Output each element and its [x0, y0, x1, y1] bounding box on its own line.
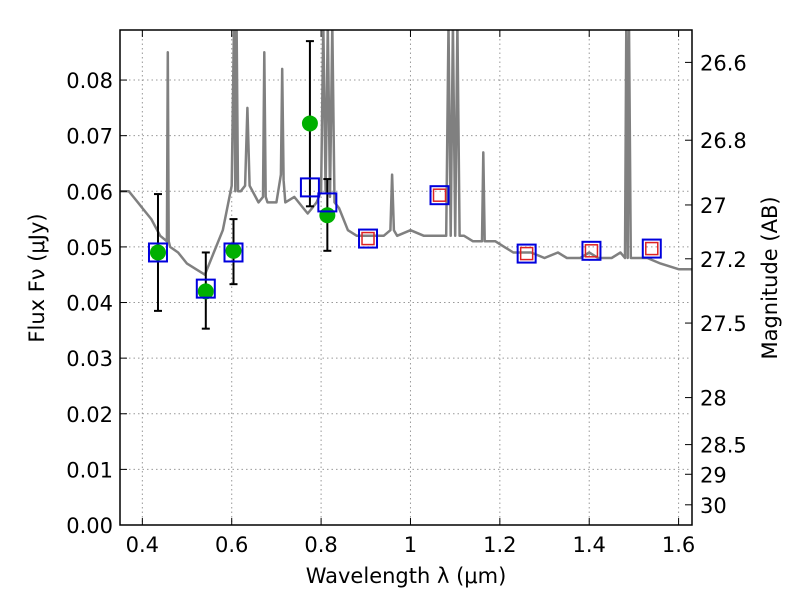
observed-point — [301, 115, 318, 132]
synthetic-point — [584, 244, 599, 258]
model-photometry-point — [195, 278, 216, 299]
x-tick-label: 1 — [404, 533, 417, 557]
observed-point — [225, 242, 242, 259]
model-photometry-point — [641, 238, 662, 259]
y-tick-label: 0.00 — [66, 514, 113, 538]
x-tick-label: 0.8 — [304, 533, 337, 557]
y-tick-label: 0.02 — [66, 403, 113, 427]
x-tick-label: 0.4 — [126, 533, 159, 557]
observed-point — [149, 244, 166, 261]
model-photometry-point — [429, 185, 450, 206]
right-axis-tick-label: 28 — [700, 387, 727, 411]
model-photometry-point — [358, 228, 379, 249]
axis-ticks: 0.4 0.6 0.8 1 1.2 1.4 1.6 0.00 0.01 0.02 0.03 0.04 0… — [66, 30, 747, 557]
y-tick-label: 0.04 — [66, 292, 113, 316]
model-spectrum-line — [120, 30, 692, 276]
model-photometry-point — [299, 177, 320, 198]
x-tick-label: 1.4 — [573, 533, 606, 557]
y-tick-label: 0.05 — [66, 236, 113, 260]
model-photometry-point — [581, 240, 602, 261]
plot-frame — [119, 29, 693, 526]
right-axis-tick-label: 29 — [700, 463, 727, 487]
y-axis-label: Flux Fν (μJy) — [25, 213, 49, 342]
y-tick-label: 0.08 — [66, 69, 113, 93]
observed-point — [197, 283, 214, 300]
y-tick-label: 0.06 — [66, 180, 113, 204]
model-photometry-point — [147, 242, 168, 263]
synthetic-point — [645, 241, 659, 256]
model-photometry-point — [223, 242, 244, 263]
data-layer — [120, 30, 692, 330]
right-axis-tick-label: 26.6 — [700, 51, 747, 75]
right-axis-label: Magnitude (AB) — [758, 196, 782, 359]
right-axis-tick-label: 27.5 — [700, 312, 747, 336]
x-axis-label: Wavelength λ (μm) — [306, 564, 507, 588]
y-tick-label: 0.07 — [66, 125, 113, 149]
model-photometry-point — [516, 243, 537, 264]
x-tick-label: 0.6 — [215, 533, 248, 557]
right-axis-tick-label: 27.2 — [700, 248, 747, 272]
x-tick-label: 1.2 — [483, 533, 516, 557]
synthetic-point — [519, 246, 534, 261]
observed-point — [319, 207, 336, 224]
model-photometry-point — [317, 192, 338, 213]
x-tick-label: 1.6 — [662, 533, 695, 557]
y-tick-label: 0.01 — [66, 458, 113, 482]
y-tick-label: 0.03 — [66, 347, 113, 371]
synthetic-point — [432, 188, 447, 202]
right-axis-tick-label: 27 — [700, 194, 727, 218]
right-axis-tick-label: 28.5 — [700, 434, 747, 458]
synthetic-point — [361, 231, 375, 246]
right-axis-tick-label: 26.8 — [700, 129, 747, 153]
right-axis-tick-label: 30 — [700, 494, 727, 518]
